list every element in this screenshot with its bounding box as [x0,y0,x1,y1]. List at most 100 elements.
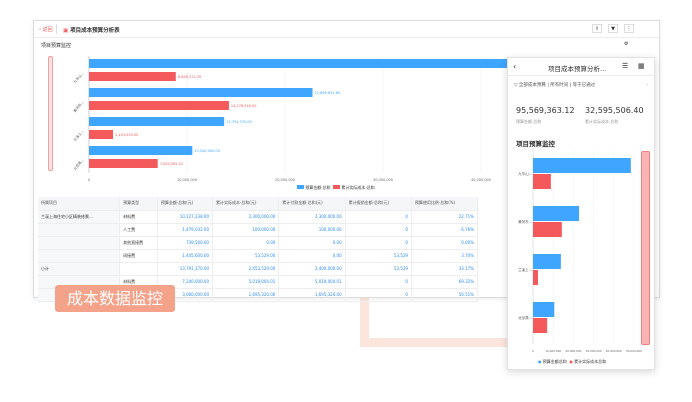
bar-budget [89,117,225,126]
filter-text: 全部成本预算 | 所有时间 | 等于已通过 [518,83,596,88]
table-cell: 53,529 [345,262,412,276]
table-cell: 1,479,032.00 [157,223,213,237]
category-label: 黄河东... [518,219,532,224]
bar-actual [89,159,158,168]
bar-actual [89,72,176,81]
column-header[interactable]: 累计付款金额·总和(元) [278,197,346,211]
column-header[interactable]: 所属项目 [38,197,121,211]
table-cell [38,223,121,237]
stat-budget-value: 95,569,363.12 [516,106,575,115]
x-tick-label: 20,000,000 [275,178,295,182]
table-cell: 0.00 [278,236,346,250]
report-icon: ▣ [63,28,69,34]
x-tick-label: 10,000,000 [177,178,197,182]
category-label: 九华山... [518,171,532,176]
table-icon[interactable]: ▦ [638,62,645,70]
data-label: 8,856,372.39 [178,75,201,79]
table-cell: 1,695,320.00 [278,288,346,302]
back-label: 返回 [42,27,53,33]
stat-actual-label: 累计实际成本·总和 [585,119,619,124]
category-label: 兰溪上... [72,128,85,142]
chart-legend: 预算金额·总和 累计实际成本·总和 [297,185,375,191]
table-cell: 间接费 [119,249,158,263]
category-label: 黄河东... [72,99,85,113]
table-cell: 33.17% [411,262,479,276]
zoom-scrollbar[interactable] [48,56,53,171]
column-header[interactable]: 累计报销金额·总和(元) [345,197,412,211]
page-title: ▣ 项目成本预算分析表 [63,26,120,34]
mobile-panel: ‹ 项目成本预算分析... ☰ ▦ ▽ 全部成本预算 | 所有时间 | 等于已通… [507,57,655,370]
mobile-section-title: 项目预算监控 [516,140,555,148]
legend-budget: 预算金额·总和 [305,185,331,190]
table-row: 人工费 1,479,032.00 100,000.00 100,000.00 0 6.76… [38,223,479,237]
table-cell: 2,300,000.00 [278,210,346,224]
table-cell: 2,400,000.00 [278,262,346,276]
divider [508,75,654,76]
legend-swatch-budget [297,185,304,189]
table-cell: 0 [345,236,412,250]
column-header[interactable]: 累计实际成本·总和(元) [212,197,280,211]
table-cell: 2,300,000.00 [212,210,280,224]
table-row: 间接费 1,445,600.00 53,529.00 0.00 53,529 3.70% [38,249,479,263]
x-tick-label: 40,000,000 [606,349,622,353]
share-icon[interactable]: ⇪ [592,24,602,33]
mobile-filter-bar[interactable]: ▽ 全部成本预算 | 所有时间 | 等于已通过 [514,82,595,88]
mobile-legend-actual: 累计实际成本总和 [574,359,607,364]
bar-budget [533,254,561,269]
x-tick-label: 50,000,000 [626,349,642,353]
divider [56,24,57,34]
bar-budget [89,146,193,155]
mobile-back-icon[interactable]: ‹ [513,62,517,71]
table-cell: 5,019,004.01 [278,275,346,289]
x-tick-label: 10,000,000 [545,349,561,353]
category-label: 北京燕... [518,315,532,320]
category-label: 九华山... [72,70,85,84]
table-cell: 1,445,600.00 [157,249,213,263]
legend-actual: 累计实际成本·总和 [341,185,375,190]
more-icon[interactable]: ⋮ [624,24,634,33]
x-tick-label: 0 [532,349,534,353]
filter-icon[interactable]: ▼ [608,24,618,33]
table-cell: 0.00 [278,249,346,263]
feature-badge: 成本数据监控 [55,285,175,312]
filter-icon: ▽ [514,83,518,88]
table-cell: 13,791,370.00 [157,262,213,276]
column-header[interactable]: 预算使用比例·总和(%) [411,197,479,211]
title-text: 项目成本预算分析表 [70,28,120,34]
table-cell: 56.51% [411,288,479,302]
back-button[interactable]: ‹ 返回 [39,27,53,33]
stat-budget-label: 预算金额·总和 [516,119,542,124]
column-header[interactable]: 预算类型 [119,197,158,211]
table-cell: 100,000.00 [212,223,280,237]
mobile-budget-chart: 0 10,000,000 20,000,000 30,000,000 40,000,00… [518,148,642,353]
category-label: 北京燕... [72,157,85,171]
table-cell: 0 [345,210,412,224]
table-cell: 6.76% [411,223,479,237]
table-header: 所属项目 预算类型 预算金额·总和(元) 累计实际成本·总和(元) 累计付款金额·总和(… [38,197,479,211]
table-cell: 739,500.00 [157,236,213,250]
table-row: 兰溪上海住宅小区精装修景... 材料费 10,127,238.00 2,300,000… [38,210,479,224]
table-cell: 人工费 [119,223,158,237]
table-cell: 0 [345,275,412,289]
table-cell: 材料费 [119,210,158,224]
settings-icon[interactable]: ⚙ [624,41,629,47]
legend-dot-budget: ● [538,359,542,364]
table-cell: 3.70% [411,249,479,263]
list-icon[interactable]: ☰ [622,62,629,70]
mobile-title: 项目成本预算分析... [548,65,607,73]
mobile-legend: ● 预算金额总和 ● 累计实际成本总和 [538,359,606,365]
x-tick-label: 30,000,000 [373,178,393,182]
column-header[interactable]: 预算金额·总和(元) [157,197,213,211]
table-cell: 53,529.00 [212,249,280,263]
bar-budget [89,59,564,68]
mobile-zoom-scrollbar[interactable] [641,151,650,345]
data-label: 2,453,529.00 [115,133,138,137]
data-label: 22,806,631.80 [315,91,341,95]
data-label: 13,791,370.00 [226,120,252,124]
mobile-legend-budget: 预算金额总和 [542,359,567,364]
bar-budget [89,88,313,97]
section-title: 项目预算监控 [41,43,72,49]
header-divider [34,37,659,38]
x-tick-label: 20,000,000 [565,349,581,353]
legend-dot-actual: ● [569,359,573,364]
